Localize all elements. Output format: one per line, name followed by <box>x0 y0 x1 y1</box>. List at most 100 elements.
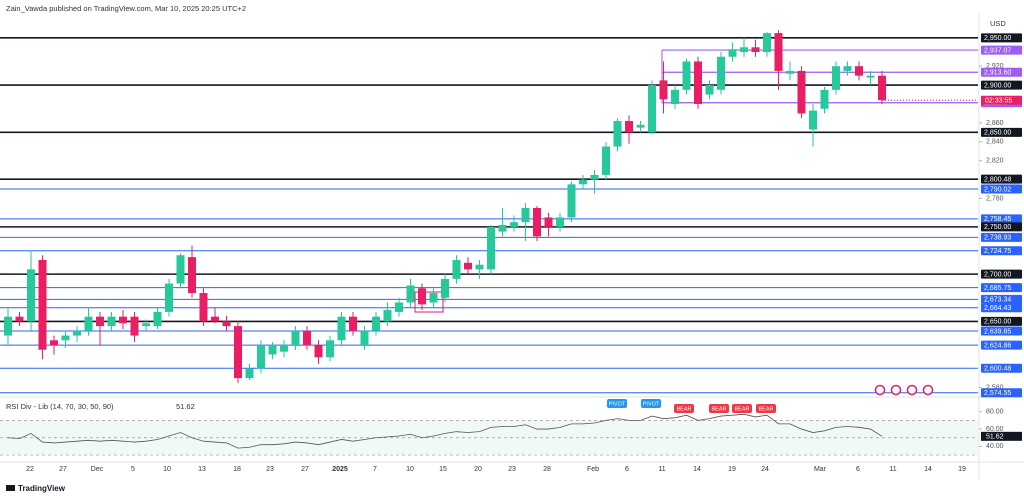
candle-body <box>4 316 12 336</box>
candle-body <box>372 316 380 331</box>
x-tick-label: 14 <box>924 466 932 473</box>
signal-label: BEAR <box>712 406 727 412</box>
candle-body <box>27 269 35 322</box>
level-label-bg <box>981 246 1022 256</box>
x-tick-label: 27 <box>59 466 67 473</box>
candle-body <box>188 257 196 294</box>
candle-body <box>671 89 679 105</box>
level-label-bg <box>981 214 1022 224</box>
candle-body <box>648 85 656 133</box>
candle-body <box>625 121 633 133</box>
y-tick-label: 2,860 <box>986 120 1004 127</box>
signal-label: PIVOT <box>609 401 626 407</box>
signal-bg <box>709 404 729 413</box>
level-label: 2,738.93 <box>984 235 1011 242</box>
candle-body <box>866 75 875 78</box>
level-label-bg <box>981 174 1022 184</box>
level-label-bg <box>981 222 1022 232</box>
y-tick-label: 2,840 <box>986 139 1004 146</box>
level-label-bg <box>981 363 1022 373</box>
candle-body <box>878 75 886 101</box>
highlight-box <box>414 291 444 313</box>
candle-body <box>222 321 231 327</box>
signal-bg <box>756 404 776 413</box>
candle-body <box>119 316 127 324</box>
x-tick-label: 13 <box>198 466 206 473</box>
candle-body <box>441 278 449 298</box>
candle-body <box>38 259 47 350</box>
alert-icon <box>874 384 886 396</box>
level-label-bg <box>981 45 1022 55</box>
alert-icon <box>906 384 918 396</box>
countdown-bg <box>981 95 1022 105</box>
rsi-last-label: 51.62 <box>986 434 1004 441</box>
candle-body <box>211 316 219 322</box>
candle-body <box>855 66 863 76</box>
brand: TradingView <box>18 484 66 493</box>
level-label: 2,650.00 <box>984 319 1011 326</box>
candle-body <box>303 330 311 346</box>
level-label-bg <box>981 283 1022 293</box>
candle-body <box>395 302 403 312</box>
candle-body <box>337 316 346 341</box>
level-label: 2,950.00 <box>984 35 1011 42</box>
x-tick-label: 5 <box>131 466 135 473</box>
candle-body <box>843 66 852 71</box>
level-label: 2,664.43 <box>984 305 1011 312</box>
candle-body <box>533 207 541 237</box>
currency: USD <box>990 19 1006 28</box>
signal-label: PIVOT <box>643 401 660 407</box>
candle-body <box>832 66 840 90</box>
candle-body <box>464 262 472 270</box>
level-label-bg <box>981 127 1022 137</box>
candle-body <box>717 56 725 90</box>
candle-body <box>510 222 518 227</box>
x-tick-label: 11 <box>889 466 896 473</box>
level-label: 2,750.00 <box>984 224 1011 231</box>
signal-label: BEAR <box>735 406 750 412</box>
signal-bg <box>674 404 694 413</box>
level-label: 2,937.07 <box>984 47 1011 54</box>
level-label: 2,790.02 <box>984 186 1011 193</box>
logo <box>6 485 15 491</box>
signal-bg <box>732 404 752 413</box>
candle-body <box>452 259 461 279</box>
candle-body <box>130 316 139 336</box>
level-label: 2,800.48 <box>984 177 1011 184</box>
candle-body <box>142 323 150 327</box>
y-tick-label: 2,920 <box>986 63 1004 70</box>
x-tick-label: 6 <box>856 466 860 473</box>
x-tick-label: 2025 <box>332 466 348 473</box>
x-tick-label: 28 <box>543 466 551 473</box>
candle-body <box>280 345 288 352</box>
candle-body <box>809 110 817 130</box>
x-tick-label: 7 <box>373 466 377 473</box>
y-tick-label: 2,780 <box>986 195 1004 202</box>
level-label-bg <box>981 388 1022 398</box>
candle-body <box>567 184 576 218</box>
candle-body <box>636 124 645 128</box>
x-tick-label: Dec <box>91 466 104 473</box>
candle-body <box>429 293 438 303</box>
candle-body <box>556 217 564 227</box>
countdown: 02:33:55 <box>985 98 1012 105</box>
level-label-bg <box>981 232 1022 242</box>
signal-label: BEAR <box>759 406 774 412</box>
level-label: 2,850.00 <box>984 130 1011 137</box>
rsi-title: RSI Div - Lib (14, 70, 30, 50, 90) <box>6 402 114 411</box>
x-tick-label: 19 <box>958 466 966 473</box>
candle-body <box>498 224 507 232</box>
level-label: 2,600.48 <box>984 366 1011 373</box>
alert-icon <box>922 384 934 396</box>
candle-body <box>613 121 622 147</box>
level-label-bg <box>981 326 1022 336</box>
level-label-bg <box>981 80 1022 90</box>
candle-body <box>763 33 771 53</box>
candle-body <box>61 335 70 341</box>
candle-body <box>740 47 748 53</box>
candle-body <box>199 293 208 322</box>
x-tick-label: 22 <box>26 466 34 473</box>
rsi-y-tick-label: 40.00 <box>986 443 1004 450</box>
candle-body <box>349 316 357 331</box>
